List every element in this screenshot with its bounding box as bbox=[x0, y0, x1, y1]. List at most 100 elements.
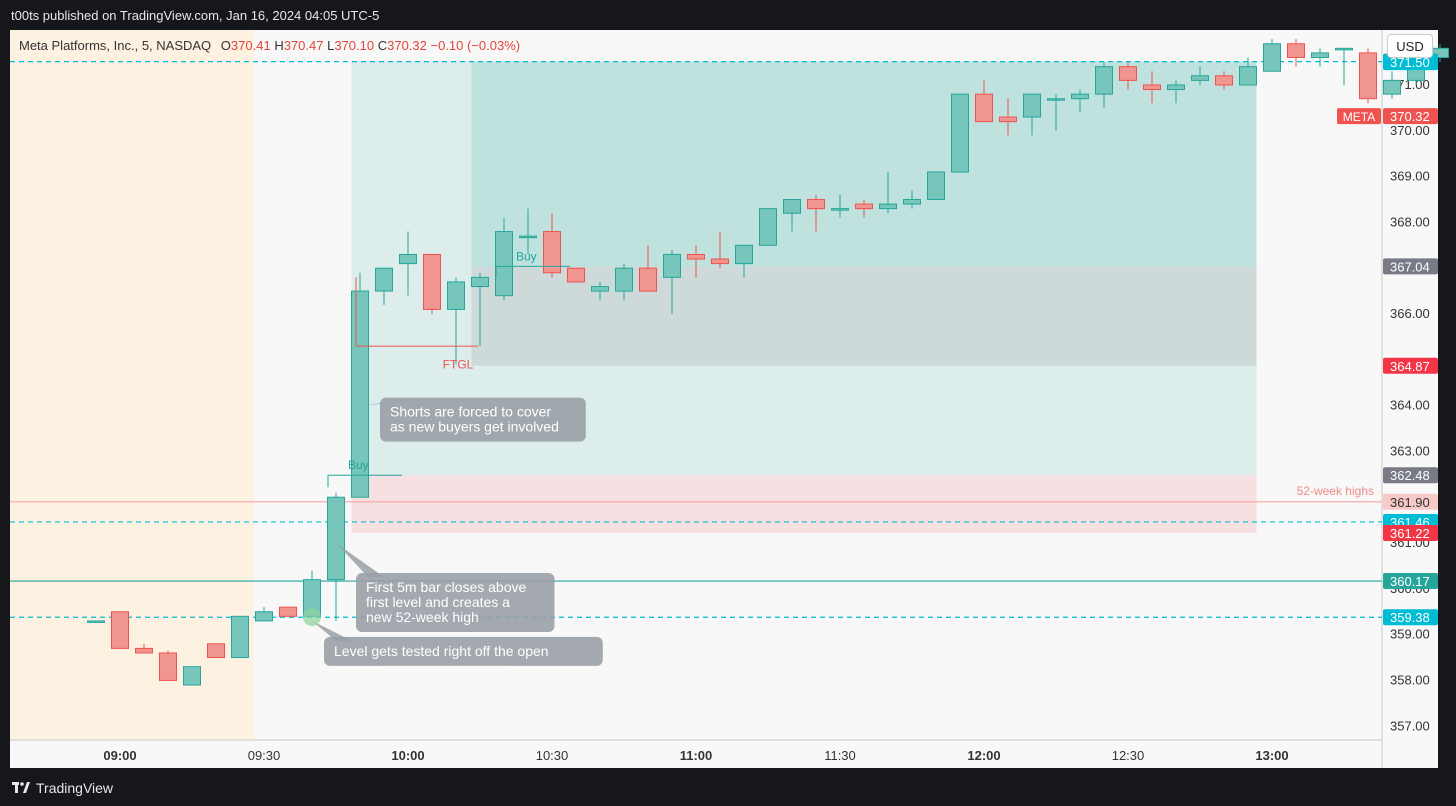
y-axis-tick-label: 357.00 bbox=[1390, 718, 1430, 733]
y-axis-tick-label: 359.00 bbox=[1390, 627, 1430, 642]
candle-body bbox=[87, 620, 105, 623]
candle-body bbox=[543, 231, 561, 274]
open-label: O bbox=[220, 38, 231, 53]
candle-body bbox=[615, 267, 633, 292]
price-label-bg bbox=[1383, 108, 1438, 125]
callout-box bbox=[356, 573, 555, 633]
candle-body bbox=[279, 606, 297, 617]
candle bbox=[1359, 48, 1377, 104]
candle-body bbox=[1359, 52, 1377, 100]
candle bbox=[1383, 71, 1401, 99]
candle bbox=[807, 194, 825, 232]
candle-body bbox=[735, 244, 753, 265]
price-axis-label: 364.87 bbox=[1383, 357, 1438, 374]
callout-text: as new buyers get involved bbox=[390, 419, 559, 435]
price-label-text: 361.90 bbox=[1390, 495, 1430, 510]
level-label: 52-week highs bbox=[1297, 484, 1374, 498]
price-label-text: 362.48 bbox=[1390, 468, 1430, 483]
candle bbox=[999, 98, 1017, 136]
y-axis-tick-label: 364.00 bbox=[1390, 398, 1430, 413]
price-axis-label: 360.17 bbox=[1383, 573, 1438, 590]
callout-pointer bbox=[312, 620, 352, 641]
price-label-bg bbox=[1383, 357, 1438, 374]
candle bbox=[663, 249, 681, 314]
candle bbox=[159, 650, 177, 681]
candle-body bbox=[519, 235, 537, 239]
y-axis-tick-label: 358.00 bbox=[1390, 672, 1430, 687]
candle-body bbox=[1215, 75, 1233, 86]
candle-body bbox=[1119, 66, 1137, 81]
x-axis-tick-label: 11:00 bbox=[680, 748, 713, 763]
tradingview-brand[interactable]: TradingView bbox=[12, 780, 113, 796]
candle bbox=[951, 93, 969, 173]
brand-label: TradingView bbox=[36, 780, 114, 796]
low-value: 370.10 bbox=[334, 38, 375, 53]
candle bbox=[879, 172, 897, 214]
low-label: L bbox=[327, 38, 335, 53]
publisher-bar: t00ts published on TradingView.com, Jan … bbox=[0, 0, 1456, 30]
candle bbox=[111, 611, 129, 649]
price-axis-label: 371.50 bbox=[1383, 54, 1438, 71]
price-axis-label: 361.90 bbox=[1383, 493, 1438, 510]
open-value: 370.41 bbox=[230, 38, 271, 53]
candle-body bbox=[855, 203, 873, 210]
level-test-dot bbox=[303, 608, 321, 627]
candle-body bbox=[687, 253, 705, 260]
candle-body bbox=[951, 93, 969, 173]
price-label-text: 367.04 bbox=[1390, 259, 1430, 274]
candle-body bbox=[567, 267, 585, 283]
candle bbox=[1335, 47, 1353, 85]
callout-box bbox=[380, 397, 586, 442]
high-label: H bbox=[274, 38, 284, 53]
callout-text: Level gets tested right off the open bbox=[334, 643, 549, 659]
symbol-tag-bg bbox=[1337, 108, 1381, 125]
candle bbox=[1287, 39, 1305, 67]
candle-body bbox=[999, 116, 1017, 123]
candle bbox=[1119, 62, 1137, 90]
x-axis-tick-label: 10:30 bbox=[536, 748, 569, 763]
candle-body bbox=[711, 258, 729, 265]
candle-body bbox=[759, 208, 777, 246]
candle-body bbox=[423, 253, 441, 310]
candle bbox=[279, 606, 297, 617]
candle bbox=[495, 217, 513, 301]
callout-text: first level and creates a bbox=[366, 594, 510, 610]
change-value: −0.10 (−0.03%) bbox=[430, 38, 521, 53]
candle-body bbox=[903, 198, 921, 205]
price-label-bg bbox=[1383, 467, 1438, 484]
candle bbox=[519, 208, 537, 255]
candle bbox=[1095, 62, 1113, 108]
candle bbox=[1215, 71, 1233, 90]
candle-body bbox=[1287, 43, 1305, 58]
position-stop-zone bbox=[351, 475, 1257, 533]
price-label-text: 361.22 bbox=[1390, 526, 1430, 541]
candle-body bbox=[471, 276, 489, 288]
candle bbox=[135, 643, 153, 654]
y-axis-tick-label: 363.00 bbox=[1390, 443, 1430, 458]
y-axis-tick-label: 369.00 bbox=[1390, 169, 1430, 184]
price-label-bg bbox=[1383, 258, 1438, 275]
candle-body bbox=[183, 666, 201, 686]
candle-body bbox=[1047, 98, 1065, 101]
candle-body bbox=[663, 253, 681, 278]
candle-body bbox=[1191, 75, 1209, 81]
candle bbox=[1167, 80, 1185, 104]
candle-body bbox=[1095, 66, 1113, 95]
price-axis-label: 359.38 bbox=[1383, 609, 1438, 626]
close-label: C bbox=[377, 38, 388, 53]
candle-body bbox=[639, 267, 657, 292]
x-axis-tick-label: 10:00 bbox=[391, 748, 424, 763]
callout-text: First 5m bar closes above bbox=[366, 579, 526, 595]
currency-button[interactable]: USD bbox=[1387, 34, 1433, 58]
candle-body bbox=[879, 203, 897, 210]
high-value: 370.47 bbox=[283, 38, 324, 53]
candle-body bbox=[447, 281, 465, 310]
ftgl-marker-label: FTGL bbox=[443, 357, 474, 371]
x-axis-tick-label: 13:00 bbox=[1255, 748, 1288, 763]
y-axis-tick-label: 368.00 bbox=[1390, 214, 1430, 229]
callout-text: new 52-week high bbox=[366, 609, 479, 625]
premarket-session-shade bbox=[10, 30, 254, 740]
candle-body bbox=[1263, 43, 1281, 72]
